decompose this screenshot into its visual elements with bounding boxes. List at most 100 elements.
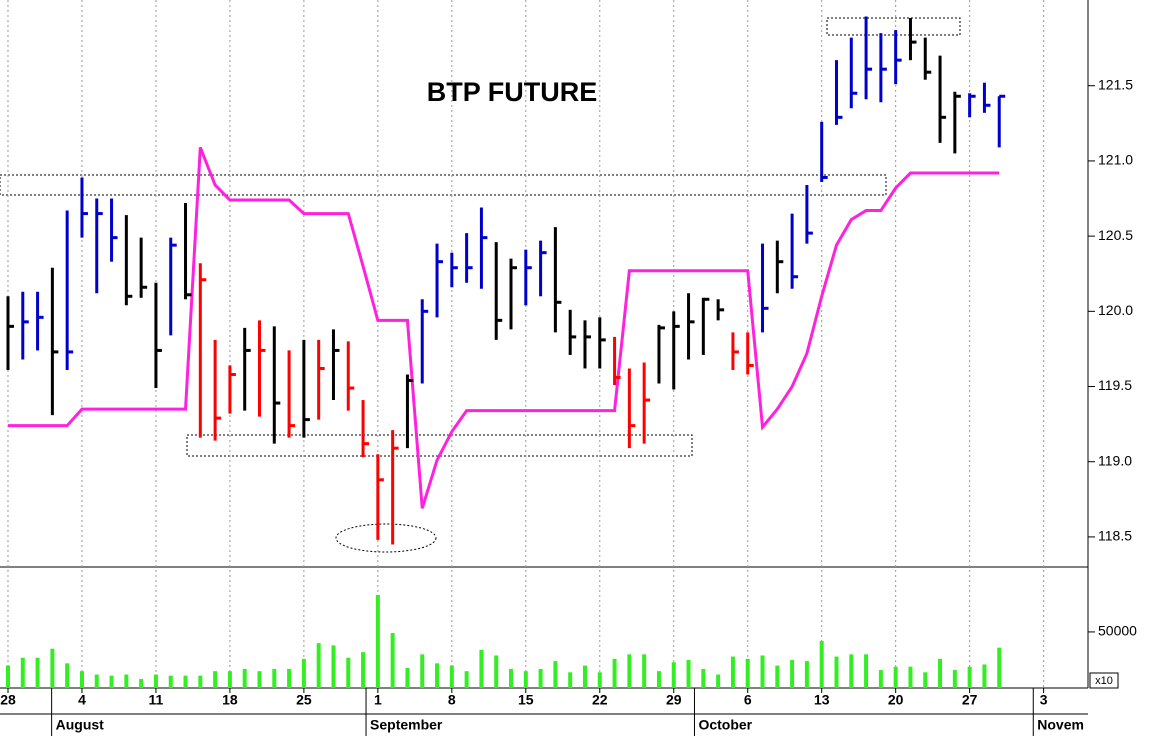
volume-bar — [94, 674, 99, 688]
volume-bar — [627, 654, 632, 688]
x-tick-label: 1 — [374, 692, 382, 708]
volume-bar — [5, 665, 10, 688]
volume-bar — [198, 675, 203, 688]
volume-bar — [109, 675, 114, 688]
annotations — [0, 17, 961, 553]
x-tick-label: 22 — [592, 692, 608, 708]
volume-bar — [952, 670, 957, 688]
volume-bar — [568, 672, 573, 688]
volume-bar — [923, 672, 928, 688]
volume-bar — [316, 643, 321, 688]
volume-bar — [671, 662, 676, 688]
volume-bar — [257, 671, 262, 688]
volume-bar — [790, 659, 795, 688]
volume-bar — [420, 654, 425, 688]
volume-bar — [760, 655, 765, 688]
y-tick-label: 120.5 — [1098, 227, 1133, 243]
y-tick-label: 118.5 — [1098, 528, 1132, 544]
volume-bar — [819, 640, 824, 688]
volume-bar — [864, 654, 869, 688]
volume-bar — [346, 657, 351, 688]
x-tick-label: 20 — [888, 692, 904, 708]
month-label: September — [370, 717, 443, 733]
x-tick-label: 6 — [744, 692, 752, 708]
chart-title: BTP FUTURE — [427, 77, 598, 107]
volume-bar — [553, 661, 558, 688]
volume-bar — [908, 666, 913, 688]
volume-bar — [139, 679, 144, 688]
support-box — [186, 434, 693, 457]
x-tick-label: 15 — [518, 692, 534, 708]
x-tick-label: 18 — [222, 692, 238, 708]
x-tick-label: 13 — [814, 692, 830, 708]
volume-bar — [50, 648, 55, 688]
resistance-box — [0, 174, 887, 196]
volume-bar — [582, 665, 587, 688]
volume-bar — [153, 674, 158, 688]
volume-bar — [375, 594, 380, 688]
volume-bar — [893, 666, 898, 688]
volume-bar — [287, 668, 292, 688]
volume-bar — [35, 657, 40, 688]
y-tick-label: 120.0 — [1098, 302, 1133, 318]
month-label: October — [698, 717, 752, 733]
volume-bar — [390, 633, 395, 688]
y-tick-label: 121.0 — [1098, 152, 1133, 168]
volume-bar — [938, 658, 943, 688]
volume-bar — [479, 649, 484, 688]
volume-bar — [967, 666, 972, 688]
volume-bar — [834, 656, 839, 688]
volume-bar — [449, 665, 454, 688]
volume-bar — [79, 671, 84, 688]
low-ellipse — [335, 523, 437, 553]
volume-bar — [227, 671, 232, 688]
y-tick-label: 121.5 — [1098, 76, 1133, 92]
volume-bar — [612, 658, 617, 688]
month-label: August — [56, 717, 105, 733]
volume-bar — [301, 658, 306, 688]
top-box — [826, 17, 961, 36]
volume-bar — [509, 668, 514, 688]
volume-bar — [20, 657, 25, 688]
volume-bar — [716, 674, 721, 688]
volume-bar — [183, 675, 188, 688]
volume-bar — [997, 647, 1002, 688]
x-tick-label: 11 — [149, 692, 164, 708]
volume-bar — [804, 661, 809, 688]
multiplier-box — [1089, 672, 1119, 689]
volume-bar — [523, 671, 528, 688]
x-tick-label: 3 — [1040, 692, 1048, 708]
volume-bar — [701, 668, 706, 688]
x-tick-label: 8 — [448, 692, 456, 708]
y-tick-label: 119.0 — [1098, 452, 1132, 468]
volume-bar — [361, 652, 366, 688]
volume-bar — [124, 674, 129, 688]
x-tick-label: 4 — [78, 692, 86, 708]
volume-bar — [849, 654, 854, 688]
x-tick-label: 28 — [0, 692, 16, 708]
volume-bar — [65, 663, 70, 688]
volume-bar — [730, 656, 735, 688]
volume-bar — [331, 645, 336, 688]
volume-bar — [405, 667, 410, 688]
volume-bar — [878, 670, 883, 688]
volume-bar — [435, 663, 440, 688]
volume-bar — [656, 671, 661, 688]
volume-bar — [745, 658, 750, 688]
volume-bar — [272, 668, 277, 688]
x-tick-label: 27 — [962, 692, 978, 708]
volume-bar — [686, 659, 691, 688]
volume-y-tick-label: 50000 — [1098, 623, 1137, 639]
volume-bar — [213, 671, 218, 688]
volume-bar — [494, 655, 499, 688]
volume-bar — [168, 675, 173, 688]
x-tick-label: 29 — [666, 692, 682, 708]
volume-bar — [775, 665, 780, 688]
volume-multiplier: x10 — [1095, 675, 1113, 687]
volume-bar — [464, 671, 469, 688]
x-tick-label: 25 — [296, 692, 312, 708]
volume-bar — [242, 668, 247, 688]
month-label: Novem — [1037, 717, 1084, 733]
